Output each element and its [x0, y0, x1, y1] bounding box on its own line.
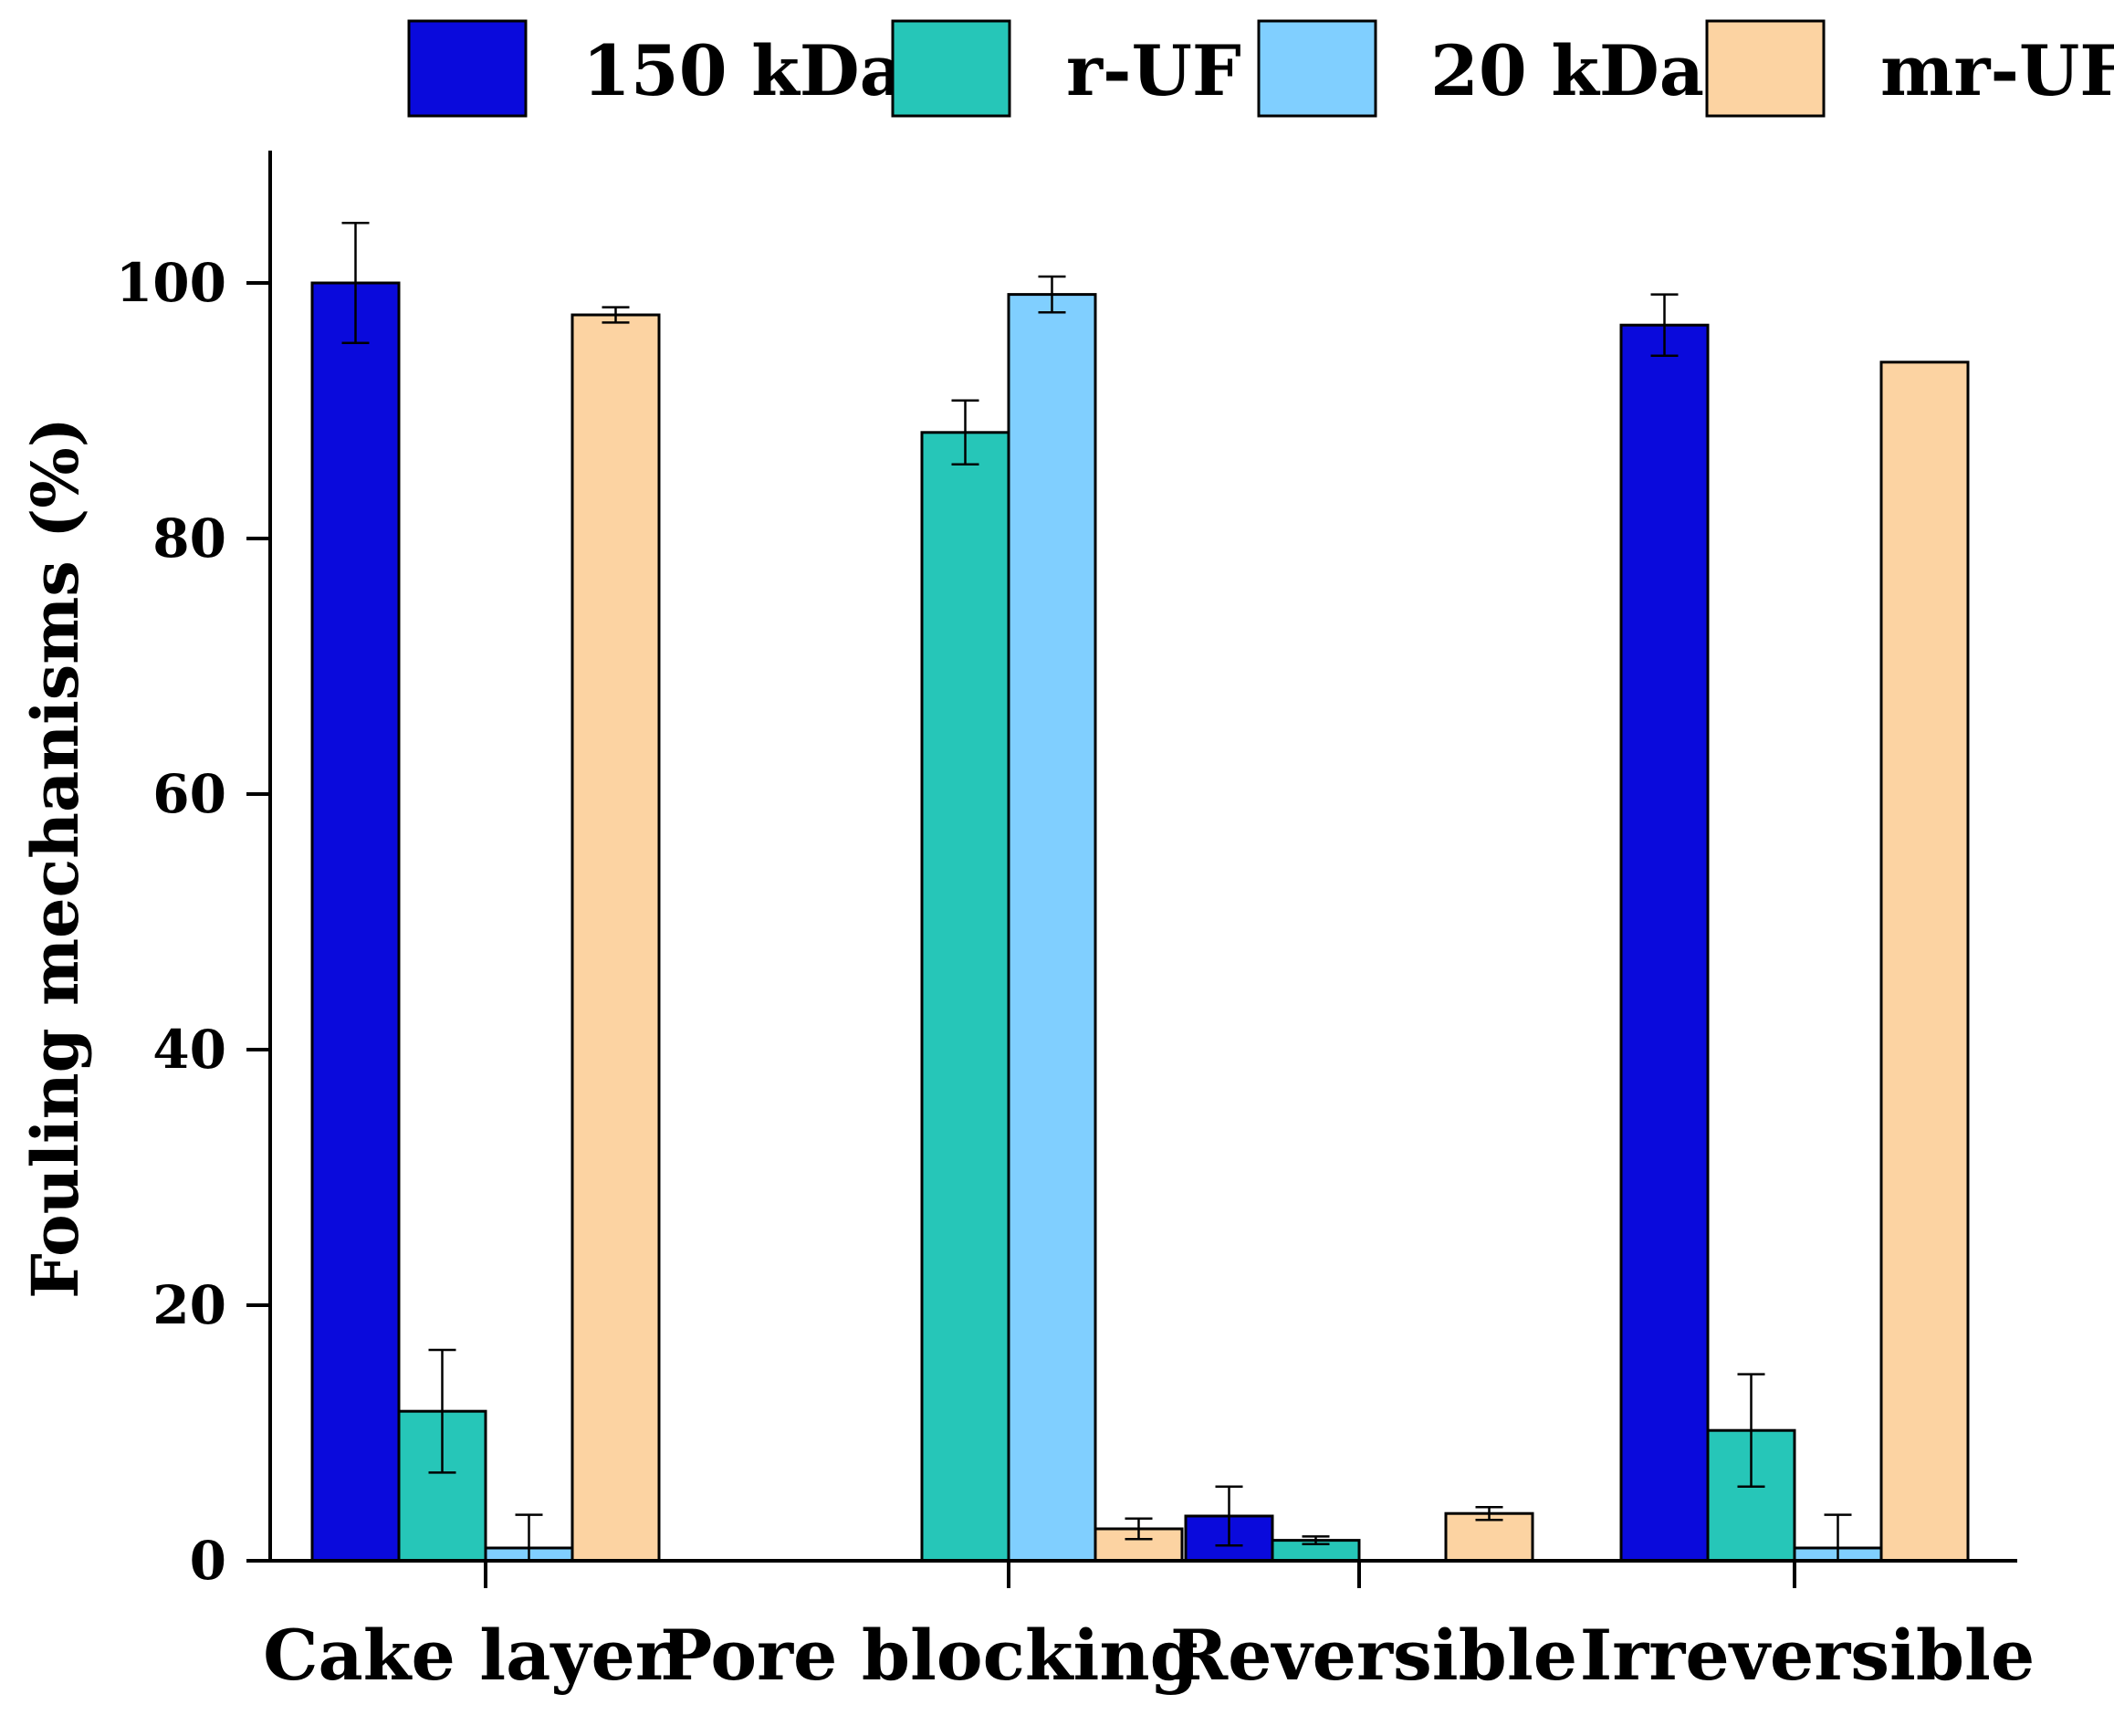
x-tick-label-irreversible: Irreversible [1580, 1615, 2036, 1696]
bar-irreversible-150-kda [1619, 323, 1710, 1563]
y-tick-label-20: 20 [152, 1274, 226, 1336]
bar-cake-layer-150-kda [310, 281, 401, 1563]
bars [310, 281, 1970, 1563]
error-bar-irreversible-150-kda [1650, 293, 1679, 358]
axes [268, 151, 2017, 1563]
y-axis-title: Fouling mechanisms (%) [17, 417, 93, 1299]
legend-swatch-mr-uf [1705, 19, 1826, 118]
error-bar-irreversible-r-uf [1737, 1373, 1765, 1489]
legend: 150 kDa r-UF 20 kDa mr-UF [407, 19, 2114, 118]
error-bar-pore-blocking-r-uf [951, 399, 979, 466]
y-ticks: 0 20 40 60 80 100 [116, 252, 270, 1592]
x-tick-label-pore-blocking: Pore blocking [660, 1615, 1198, 1696]
error-bar-cake-layer-r-uf [428, 1348, 456, 1474]
x-tick-label-reversible: Reversible [1170, 1615, 1577, 1696]
bar-pore-blocking-20-kda [1007, 293, 1097, 1563]
error-bar-reversible-mr-uf [1475, 1505, 1503, 1522]
error-bar-pore-blocking-20-kda [1038, 275, 1066, 314]
error-bar-cake-layer-mr-uf [602, 306, 630, 324]
legend-swatch-20-kda [1257, 19, 1377, 118]
y-tick-label-0: 0 [190, 1530, 226, 1592]
legend-label-20-kda: 20 kDa [1430, 30, 1704, 111]
error-bar-reversible-r-uf [1302, 1535, 1330, 1546]
bar-irreversible-mr-uf [1879, 361, 1970, 1563]
x-tick-label-cake-layer: Cake layer [263, 1615, 673, 1696]
y-tick-label-60: 60 [152, 763, 226, 825]
bar-cake-layer-mr-uf [570, 313, 661, 1563]
legend-label-150-kda: 150 kDa [582, 30, 905, 111]
legend-label-mr-uf: mr-UF [1880, 30, 2114, 111]
y-tick-label-100: 100 [116, 252, 226, 314]
y-tick-label-40: 40 [152, 1019, 226, 1081]
legend-label-r-uf: r-UF [1066, 30, 1241, 111]
error-bar-pore-blocking-mr-uf [1125, 1517, 1153, 1541]
legend-swatch-r-uf [891, 19, 1011, 118]
y-tick-label-80: 80 [152, 507, 226, 570]
bar-pore-blocking-r-uf [920, 431, 1010, 1563]
error-bar-reversible-150-kda [1215, 1485, 1243, 1547]
legend-swatch-150-kda [407, 19, 528, 118]
error-bar-cake-layer-150-kda [341, 221, 370, 345]
